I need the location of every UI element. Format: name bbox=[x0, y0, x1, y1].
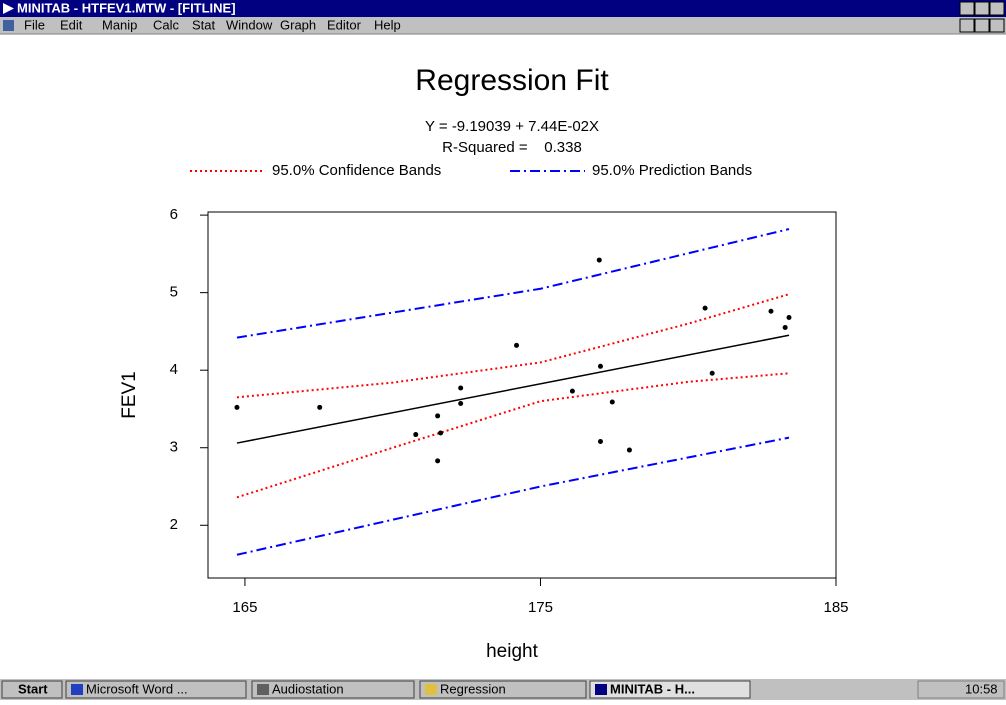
data-point bbox=[768, 308, 774, 314]
x-tick-label: 185 bbox=[823, 599, 848, 616]
data-point bbox=[597, 363, 603, 369]
task-icon bbox=[425, 684, 437, 695]
x-tick-label: 165 bbox=[232, 599, 257, 616]
task-label[interactable]: Audiostation bbox=[272, 681, 344, 696]
y-tick-label: 5 bbox=[170, 284, 178, 301]
subtitle: Y = -9.19039 + 7.44E-02X bbox=[425, 118, 599, 135]
data-point bbox=[626, 447, 632, 453]
task-label[interactable]: MINITAB - H... bbox=[610, 681, 695, 696]
taskbar-items: Start Microsoft Word ... Audiostation Regre… bbox=[1, 680, 751, 699]
fit-line bbox=[236, 334, 790, 444]
y-tick-label: 4 bbox=[170, 361, 178, 378]
minimize-button[interactable] bbox=[959, 1, 975, 16]
window-title: MINITAB - HTFEV1.MTW - [FITLINE] bbox=[17, 0, 236, 15]
doc-close[interactable] bbox=[989, 18, 1005, 33]
data-point bbox=[709, 370, 715, 376]
y-axis-label: FEV1 bbox=[119, 371, 140, 419]
menu-item[interactable]: Stat bbox=[192, 17, 216, 32]
x-axis-label: height bbox=[486, 641, 538, 662]
chart-title: Regression Fit bbox=[415, 64, 609, 97]
y-tick-label: 3 bbox=[170, 439, 178, 456]
data-point bbox=[413, 432, 419, 438]
menu: File Edit Manip Calc Stat Window Graph Editor He… bbox=[24, 17, 401, 32]
task-icon bbox=[595, 684, 607, 695]
task-icon bbox=[71, 684, 83, 695]
title-bar bbox=[0, 0, 1006, 17]
legend-label: 95.0% Confidence Bands bbox=[272, 162, 441, 179]
app-icon bbox=[3, 3, 14, 14]
menu-item[interactable]: Help bbox=[374, 17, 401, 32]
start-label[interactable]: Start bbox=[18, 681, 48, 696]
band-line bbox=[236, 436, 790, 556]
doc-icon bbox=[3, 20, 14, 31]
data-point bbox=[569, 388, 575, 394]
maximize-button[interactable] bbox=[974, 1, 990, 16]
band-line bbox=[236, 228, 790, 339]
data-point bbox=[786, 314, 792, 320]
task-button[interactable] bbox=[251, 680, 415, 699]
start-button[interactable] bbox=[1, 680, 63, 699]
menu-item[interactable]: Graph bbox=[280, 17, 316, 32]
data-point bbox=[609, 399, 615, 405]
doc-restore[interactable] bbox=[974, 18, 990, 33]
data-point bbox=[458, 385, 464, 391]
y-tick-label: 2 bbox=[170, 516, 178, 533]
doc-minimize[interactable] bbox=[959, 18, 975, 33]
data-point bbox=[234, 404, 240, 410]
menu-item[interactable]: Window bbox=[226, 17, 273, 32]
data-point bbox=[435, 458, 441, 464]
task-label[interactable]: Regression bbox=[440, 681, 506, 696]
task-button[interactable] bbox=[589, 680, 751, 699]
y-tick-label: 6 bbox=[170, 206, 178, 223]
data-point bbox=[317, 404, 323, 410]
band-line bbox=[236, 293, 790, 399]
data-point bbox=[458, 401, 464, 407]
plot: 165 175 185 2 3 4 5 6 95.0% Confidence Bands 95.0… bbox=[170, 162, 849, 616]
menu-item[interactable]: File bbox=[24, 17, 45, 32]
doc-controls[interactable] bbox=[959, 18, 1005, 33]
data-point bbox=[702, 305, 708, 311]
clock: 10:58 bbox=[965, 681, 998, 696]
window-controls[interactable] bbox=[959, 1, 1005, 16]
menu-item[interactable]: Editor bbox=[327, 17, 362, 32]
close-button[interactable] bbox=[989, 1, 1005, 16]
subtitle: R-Squared = 0.338 bbox=[442, 139, 582, 156]
menu-item[interactable]: Edit bbox=[60, 17, 83, 32]
data-point bbox=[596, 257, 602, 263]
data-point bbox=[438, 430, 444, 436]
task-button[interactable] bbox=[65, 680, 247, 699]
data-point bbox=[782, 325, 788, 331]
plot-frame bbox=[207, 211, 837, 579]
menu-item[interactable]: Manip bbox=[102, 17, 137, 32]
task-button[interactable] bbox=[419, 680, 587, 699]
menu-item[interactable]: Calc bbox=[153, 17, 180, 32]
x-tick-label: 175 bbox=[528, 599, 553, 616]
data-point bbox=[597, 439, 603, 445]
tray bbox=[917, 680, 1005, 699]
task-label[interactable]: Microsoft Word ... bbox=[86, 681, 188, 696]
task-icon bbox=[257, 684, 269, 695]
data-point bbox=[514, 342, 520, 348]
data-point bbox=[435, 413, 441, 419]
legend-label: 95.0% Prediction Bands bbox=[592, 162, 752, 179]
band-line bbox=[236, 372, 790, 499]
menu-bar bbox=[0, 17, 1006, 34]
